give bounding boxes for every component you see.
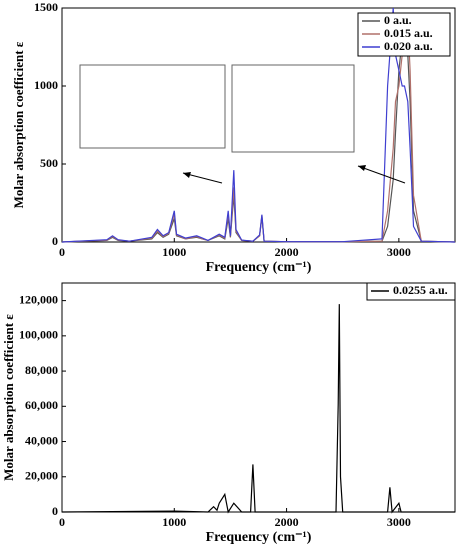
x-tick-label: 0 — [59, 245, 65, 259]
arrow-head — [183, 172, 191, 178]
legend-label: 0.015 a.u. — [384, 26, 433, 40]
y-tick-label: 40,000 — [25, 433, 58, 447]
y-tick-label: 1500 — [34, 0, 58, 14]
x-tick-label: 3000 — [387, 245, 411, 259]
x-tick-label: 2000 — [275, 245, 299, 259]
y-tick-label: 120,000 — [19, 292, 58, 306]
x-axis-label: Frequency (cm⁻¹) — [206, 260, 312, 275]
y-tick-label: 20,000 — [25, 469, 58, 483]
arrow — [357, 165, 406, 184]
plot-frame — [61, 282, 456, 513]
y-tick-label: 80,000 — [25, 363, 58, 377]
insets — [79, 64, 406, 184]
legend-label: 0.020 a.u. — [384, 39, 433, 53]
inset-frame — [231, 64, 355, 153]
inset-frame — [79, 64, 226, 149]
y-tick-label: 60,000 — [25, 398, 58, 412]
x-tick-label: 1000 — [162, 515, 186, 529]
y-tick-label: 0 — [52, 504, 58, 518]
y-tick-label: 100,000 — [19, 328, 58, 342]
x-tick-label: 2000 — [275, 515, 299, 529]
y-tick-label: 500 — [40, 156, 58, 170]
legend-label: 0.0255 a.u. — [393, 283, 448, 297]
series-line — [61, 7, 456, 243]
y-tick-label: 0 — [52, 234, 58, 248]
legend-box — [366, 282, 456, 301]
x-tick-label: 3000 — [387, 515, 411, 529]
legend-label: 0 a.u. — [384, 13, 412, 27]
x-tick-label: 0 — [59, 515, 65, 529]
y-axis-label: Molar absorption coefficient ε — [11, 41, 26, 208]
y-tick-label: 1000 — [34, 78, 58, 92]
plot-frame — [61, 7, 456, 243]
y-axis-label: Molar absorption coefficient ε — [1, 314, 16, 481]
arrow-head — [358, 165, 366, 171]
x-tick-label: 1000 — [162, 245, 186, 259]
x-axis-label: Frequency (cm⁻¹) — [206, 530, 312, 545]
series-line — [61, 304, 455, 514]
